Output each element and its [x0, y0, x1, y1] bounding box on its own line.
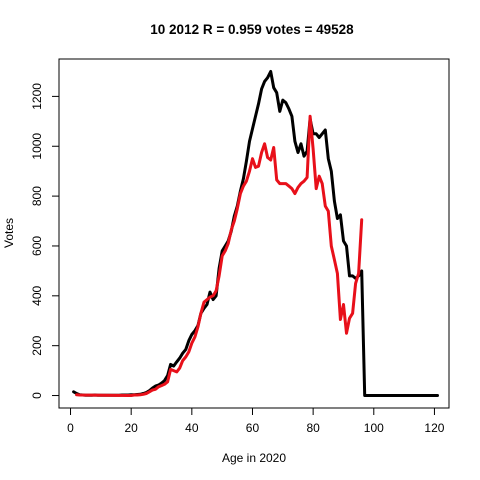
series-line-1 [72, 70, 439, 397]
y-tick-label: 0 [30, 392, 44, 399]
x-tick-label: 60 [246, 421, 260, 435]
x-tick-label: 0 [67, 421, 74, 435]
x-tick-label: 40 [185, 421, 199, 435]
x-tick-label: 120 [424, 421, 444, 435]
y-tick-label: 800 [30, 186, 44, 206]
y-axis-label: Votes [2, 218, 16, 248]
y-tick-label: 1000 [30, 133, 44, 160]
x-tick-label: 100 [364, 421, 384, 435]
x-axis-label: Age in 2020 [222, 451, 286, 465]
series-layer [72, 70, 439, 397]
y-tick-label: 400 [30, 285, 44, 305]
y-axis: 0 200 400 600 800 1000 1200 [30, 83, 59, 399]
x-tick-label: 80 [306, 421, 320, 435]
y-tick-label: 1200 [30, 83, 44, 110]
chart-title: 10 2012 R = 0.959 votes = 49528 [150, 22, 354, 37]
x-tick-label: 20 [124, 421, 138, 435]
x-axis: 0 20 40 60 80 100 120 [67, 408, 445, 435]
plot-frame [58, 58, 450, 409]
y-tick-label: 200 [30, 335, 44, 355]
y-tick-label: 600 [30, 236, 44, 256]
series-line-2 [75, 114, 364, 397]
